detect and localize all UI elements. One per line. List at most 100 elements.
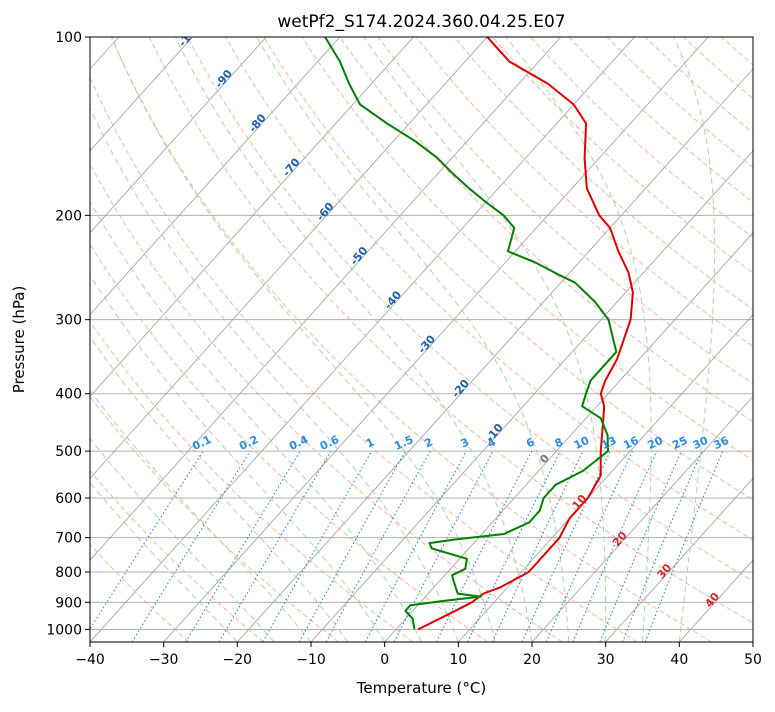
dry-adiabat-line: [111, 37, 711, 642]
y-tick-label: 900: [55, 595, 82, 611]
x-axis-label: Temperature (°C): [356, 679, 486, 697]
x-tick-label: 40: [670, 652, 688, 668]
y-tick-label: 800: [55, 565, 82, 581]
dry-adiabat-line: [0, 37, 264, 642]
moist-adiabat-line: [18, 34, 421, 642]
mixing-ratio-line: [468, 451, 561, 642]
dry-adiabat-line: [149, 37, 775, 642]
isotherm-value-label: 10: [570, 492, 590, 512]
moist-adiabat-line: [0, 34, 348, 642]
mixing-ratio-label: 6: [524, 435, 537, 450]
moist-adiabat-line: [0, 34, 385, 642]
x-tick-label: 0: [380, 652, 389, 668]
isotherm-line: [0, 37, 414, 642]
series-layer: [325, 37, 633, 629]
x-tick-label: 30: [597, 652, 615, 668]
y-tick-label: 100: [55, 30, 82, 46]
isotherm-line: [753, 37, 775, 642]
mixing-ratio-line: [492, 451, 583, 642]
dry-adiabat-line: [531, 37, 775, 642]
isotherm-value-label: 0: [537, 452, 552, 466]
mixing-ratio-line: [299, 451, 405, 642]
y-tick-label: 400: [55, 387, 82, 403]
y-tick-label: 700: [55, 531, 82, 547]
mixing-ratio-label: 0.6: [318, 433, 341, 453]
dry-adiabat-line: [569, 37, 775, 642]
mixing-ratio-label: 20: [646, 434, 666, 452]
isotherm-value-label: -40: [382, 288, 405, 312]
x-tick-label: 50: [744, 652, 762, 668]
moist-adiabat-line: [504, 34, 651, 642]
mixing-ratio-line: [186, 451, 300, 642]
mixing-ratio-line: [132, 451, 250, 642]
mixing-ratio-line: [326, 451, 430, 642]
isotherm-value-label: -80: [246, 111, 269, 135]
x-tick-label: −40: [75, 652, 105, 668]
moist-adiabat-line: [174, 34, 532, 642]
isotherm-line: [0, 37, 266, 642]
mixing-ratio-label: 1.5: [392, 433, 415, 453]
isotherm-line: [458, 37, 775, 642]
moist-adiabat-line: [672, 34, 714, 642]
isotherm-value-label: -90: [212, 67, 235, 91]
dry-adiabat-line: [0, 37, 189, 642]
isotherm-line: [90, 37, 635, 642]
x-tick-label: −20: [223, 652, 253, 668]
isotherm-line: [606, 37, 775, 642]
mixing-ratio-label: 10: [572, 434, 592, 452]
mixing-ratio-line: [573, 451, 657, 642]
x-tick-label: −30: [149, 652, 179, 668]
dry-adiabat-line: [0, 37, 413, 642]
mixing-ratio-label: 36: [712, 434, 732, 452]
dry-adiabat-line: [607, 37, 775, 642]
isotherm-line: [0, 37, 487, 642]
moist-adiabat-line: [255, 34, 569, 642]
isotherm-value-label: -100: [176, 20, 204, 50]
mixing-ratio-line: [645, 451, 723, 642]
isotherm-value-label: 30: [655, 561, 675, 581]
mixing-ratio-line: [600, 451, 682, 642]
dry-adiabat-line: [455, 37, 775, 642]
y-axis-label: Pressure (hPa): [10, 286, 28, 394]
isotherm-value-label: -50: [348, 244, 371, 268]
mixing-ratio-label: 8: [553, 435, 565, 450]
isotherm-line: [679, 37, 775, 642]
y-tick-label: 500: [55, 444, 82, 460]
mixing-ratio-label: 3: [459, 435, 471, 450]
mixing-ratio-line: [263, 451, 372, 642]
isotherm-line: [16, 37, 561, 642]
y-tick-label: 300: [55, 313, 82, 329]
grid-layer: [0, 34, 775, 642]
dry-adiabat-line: [683, 37, 775, 642]
dry-adiabat-line: [226, 37, 775, 642]
mixing-ratio-label: 25: [670, 434, 689, 452]
isotherm-value-label: 40: [702, 590, 722, 610]
y-tick-label: 1000: [46, 622, 82, 638]
y-tick-label: 600: [55, 491, 82, 507]
x-tick-label: 10: [449, 652, 467, 668]
isotherm-value-label: -70: [280, 155, 303, 179]
mixing-ratio-label: 0.1: [190, 433, 213, 453]
moist-adiabat-line: [0, 34, 274, 642]
x-tick-label: 20: [523, 652, 541, 668]
dry-adiabat-line: [645, 37, 775, 642]
x-tick-label: −10: [296, 652, 326, 668]
isotherm-value-label: 20: [610, 529, 630, 549]
mixing-ratio-label: 0.4: [287, 433, 310, 453]
isotherm-value-label: -60: [314, 200, 337, 224]
mixing-ratio-label: 30: [691, 434, 711, 452]
dry-adiabat-line: [722, 37, 775, 642]
chart-title: wetPf2_S174.2024.360.04.25.E07: [277, 12, 565, 32]
dry-adiabat-line: [302, 37, 775, 642]
mixing-ratio-line: [622, 451, 702, 642]
mixing-ratio-label: 16: [621, 434, 641, 452]
y-tick-label: 200: [55, 208, 82, 224]
moist-adiabat-line: [0, 34, 237, 642]
dry-adiabat-line: [264, 37, 775, 642]
isotherm-line: [311, 37, 775, 642]
dry-adiabat-line: [0, 37, 338, 642]
mixing-ratio-label: 1: [364, 435, 376, 450]
